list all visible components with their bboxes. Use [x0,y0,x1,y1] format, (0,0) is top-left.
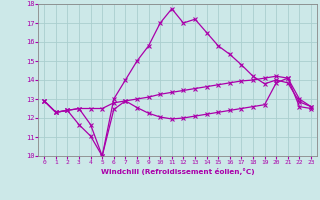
X-axis label: Windchill (Refroidissement éolien,°C): Windchill (Refroidissement éolien,°C) [101,168,254,175]
